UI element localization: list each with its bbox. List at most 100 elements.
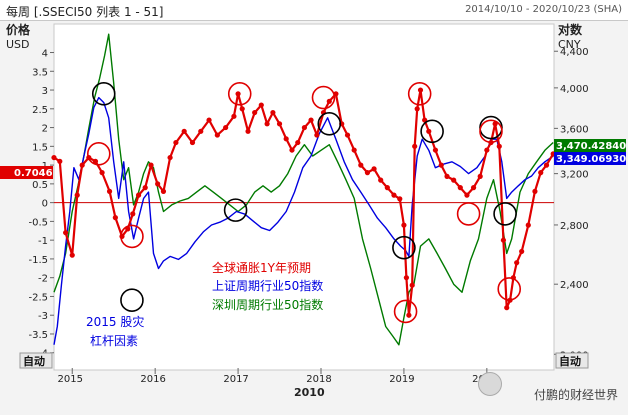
inflation-point <box>173 139 179 146</box>
right-badge-blue-bg <box>554 152 626 165</box>
left-auto-button-bg[interactable] <box>19 352 53 369</box>
right-auto-button[interactable]: 自动 <box>559 354 581 368</box>
inflation-point <box>496 143 502 149</box>
red-circle-marker <box>497 277 522 301</box>
inflation-point <box>391 192 397 198</box>
left-tick-label: -1 <box>38 236 48 247</box>
inflation-point <box>206 117 212 123</box>
left-tick-label: -2.5 <box>28 292 48 303</box>
left-tick-label: -3 <box>38 311 48 322</box>
x-axis-ticks: 201520162017201820192020 <box>58 368 498 385</box>
inflation-point <box>289 147 295 153</box>
inflation-point <box>264 121 270 127</box>
inflation-point <box>63 230 69 236</box>
left-tick-label: 1.5 <box>32 142 48 153</box>
left-auto-button[interactable]: 自动 <box>23 354 45 368</box>
right-badge-green: 3,470.42840 <box>556 141 626 152</box>
inflation-point <box>245 128 251 134</box>
left-tick-label: -3.5 <box>28 330 48 341</box>
inflation-point <box>258 102 264 108</box>
legend-shanghai: 上证周期行业50指数 <box>212 278 323 293</box>
date-range: 2014/10/10 - 2020/10/23 (SHA) <box>465 4 622 15</box>
black-circle-marker <box>120 288 144 313</box>
inflation-point <box>223 124 229 131</box>
right-badge-green-bg <box>554 139 626 152</box>
inflation-point <box>406 312 412 318</box>
inflation-point <box>74 192 80 198</box>
inflation-point <box>514 260 520 266</box>
left-tick-label: -1.5 <box>28 255 48 266</box>
inflation-point <box>326 98 332 104</box>
inflation-point <box>142 185 148 191</box>
inflation-point <box>532 188 538 194</box>
inflation-point <box>477 173 483 179</box>
black-circle-marker <box>420 119 444 144</box>
inflation-point <box>401 222 407 228</box>
left-tick-label: 0 <box>42 199 48 210</box>
inflation-point <box>308 117 314 123</box>
right-tick-label: 2,800 <box>560 221 589 232</box>
inflation-point <box>148 162 154 168</box>
inflation-point <box>417 87 424 93</box>
inflation-point <box>525 222 531 228</box>
inflation-point <box>69 252 75 258</box>
inflation-point <box>270 109 276 116</box>
left-axis-title: 价格 <box>6 22 31 37</box>
black-circle-marker <box>317 112 342 136</box>
left-value-badge-bg <box>0 166 53 179</box>
inflation-point <box>189 139 196 146</box>
x-tick-label: 2015 <box>58 374 83 385</box>
inflation-point <box>283 136 289 142</box>
inflation-point <box>438 162 444 168</box>
inflation-point <box>364 170 371 176</box>
inflation-point <box>181 128 187 134</box>
red-circle-marker <box>407 81 432 106</box>
black-circle-marker <box>223 198 248 222</box>
window-title: 每周 [.SSECI50 列表 1 - 51] <box>6 5 164 19</box>
inflation-point <box>444 173 450 179</box>
annotation-crash-line1: 2015 股灾 <box>86 314 144 329</box>
inflation-point <box>130 211 136 217</box>
series-layer <box>51 33 556 346</box>
inflation-point <box>351 147 357 153</box>
inflation-point <box>155 181 161 187</box>
left-value-badge: 0.7046 <box>14 168 53 179</box>
right-badge-blue: 3,349.06930 <box>556 154 626 165</box>
left-tick-label: 3.5 <box>32 67 48 78</box>
inflation-point <box>484 147 490 153</box>
inflation-point <box>57 158 63 164</box>
window-title-bar: 每周 [.SSECI50 列表 1 - 51] 2014/10/10 - 202… <box>0 0 628 21</box>
inflation-point <box>543 162 550 168</box>
black-circle-marker <box>91 81 116 106</box>
inflation-point <box>314 132 320 138</box>
inflation-point <box>358 162 364 168</box>
right-tick-label: 4,000 <box>560 84 589 95</box>
inflation-point <box>451 177 457 183</box>
right-axis-title: 对数 <box>558 22 583 37</box>
inflation-point <box>51 154 57 161</box>
inflation-point <box>457 185 463 191</box>
circle-markers <box>86 81 522 324</box>
annotation-crash-line2: 杠杆因素 <box>90 333 138 348</box>
right-auto-button-bg[interactable] <box>555 352 589 369</box>
left-tick-label: 0.5 <box>32 180 48 191</box>
right-tick-label: 3,600 <box>560 124 589 135</box>
inflation-point <box>79 162 85 168</box>
inflation-point <box>167 154 173 161</box>
right-tick-label: 4,400 <box>560 47 589 58</box>
inflation-point <box>99 170 105 176</box>
inflation-point <box>214 132 220 138</box>
x-tick-label: 2019 <box>389 374 414 385</box>
left-tick-label: 4 <box>42 49 48 60</box>
inflation-point <box>135 192 142 198</box>
x-axis-label: 2010 <box>294 386 325 399</box>
left-axis-unit: USD <box>6 38 30 51</box>
inflation-point <box>519 248 525 255</box>
x-tick-label: 2016 <box>140 374 165 385</box>
left-axis-ticks: 43.532.521.510.50-0.5-1-1.5-2-2.5-3-3.5-… <box>28 49 54 360</box>
x-tick-label: 2017 <box>223 374 248 385</box>
inflation-point <box>231 113 237 119</box>
